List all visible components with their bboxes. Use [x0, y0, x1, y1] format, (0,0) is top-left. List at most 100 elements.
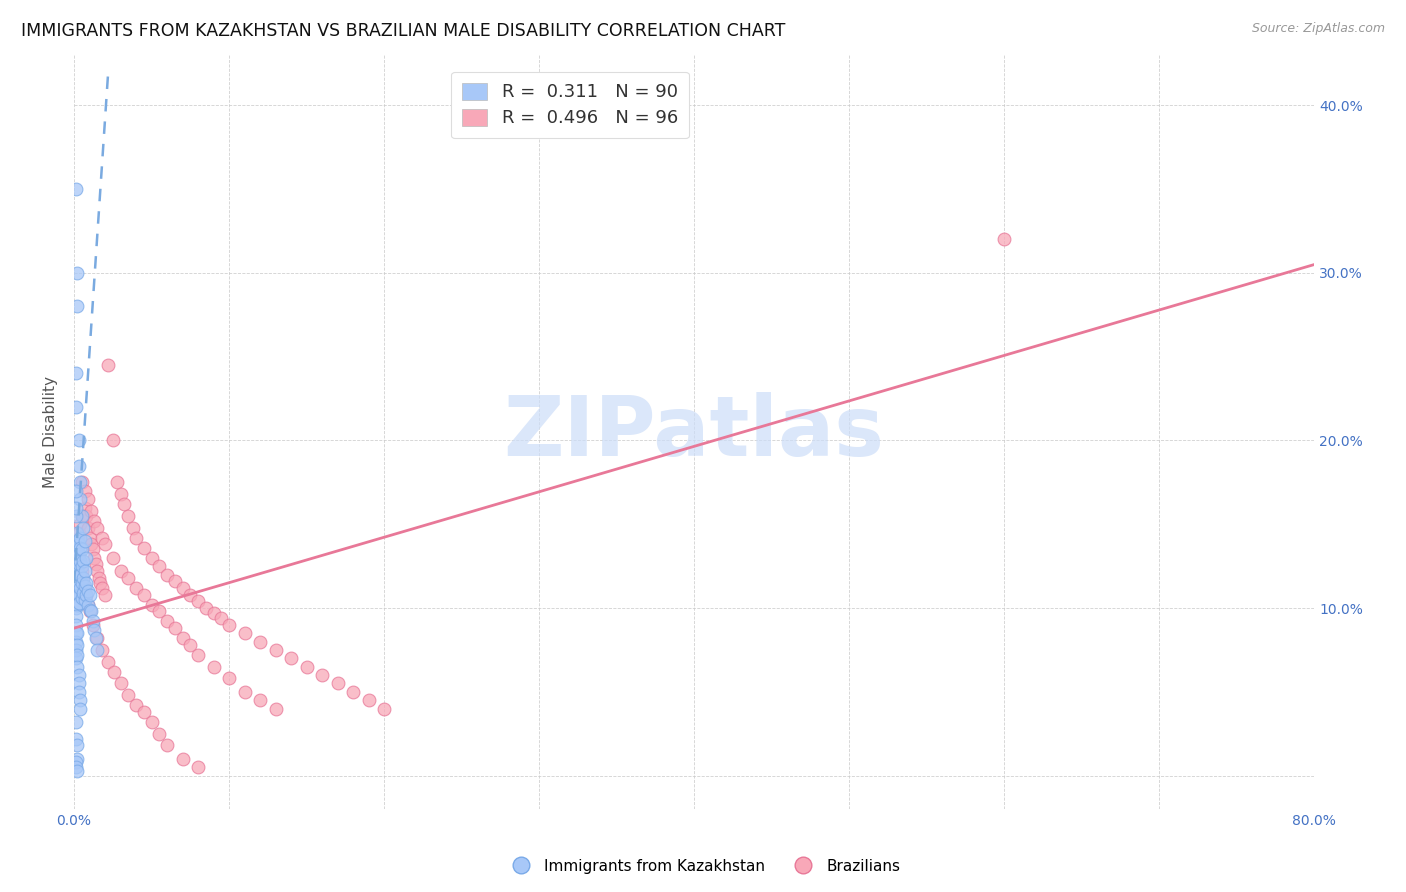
Point — [69, 701, 91, 715]
Point — [65, 559, 87, 574]
Point — [67, 458, 90, 473]
Point — [79, 604, 101, 618]
Point — [67, 588, 90, 602]
Point — [66, 598, 89, 612]
Point — [69, 541, 91, 555]
Point — [80, 604, 103, 618]
Point — [65, 483, 87, 498]
Point — [172, 752, 194, 766]
Legend: Immigrants from Kazakhstan, Brazilians: Immigrants from Kazakhstan, Brazilians — [499, 853, 907, 880]
Point — [65, 626, 87, 640]
Point — [66, 554, 89, 568]
Point — [87, 571, 110, 585]
Point — [117, 688, 139, 702]
Point — [65, 601, 87, 615]
Text: Source: ZipAtlas.com: Source: ZipAtlas.com — [1251, 22, 1385, 36]
Point — [82, 617, 104, 632]
Point — [69, 554, 91, 568]
Point — [132, 705, 155, 719]
Point — [117, 571, 139, 585]
Point — [295, 659, 318, 673]
Point — [76, 550, 98, 565]
Point — [156, 739, 179, 753]
Point — [94, 588, 117, 602]
Point — [67, 537, 90, 551]
Point — [66, 739, 89, 753]
Point — [67, 577, 90, 591]
Point — [67, 525, 90, 540]
Point — [125, 531, 148, 545]
Point — [97, 655, 120, 669]
Point — [264, 701, 287, 715]
Point — [70, 591, 93, 605]
Point — [65, 643, 87, 657]
Point — [172, 631, 194, 645]
Point — [66, 648, 89, 662]
Point — [993, 232, 1015, 246]
Point — [202, 659, 225, 673]
Point — [80, 537, 103, 551]
Point — [66, 571, 89, 585]
Point — [326, 676, 349, 690]
Y-axis label: Male Disability: Male Disability — [44, 376, 58, 488]
Point — [187, 594, 209, 608]
Point — [84, 631, 107, 645]
Point — [65, 575, 87, 590]
Point — [70, 508, 93, 523]
Point — [69, 517, 91, 532]
Point — [65, 609, 87, 624]
Point — [187, 648, 209, 662]
Point — [73, 579, 96, 593]
Point — [122, 520, 145, 534]
Point — [66, 542, 89, 557]
Point — [72, 520, 94, 534]
Point — [69, 554, 91, 568]
Point — [101, 434, 124, 448]
Point — [73, 483, 96, 498]
Point — [65, 634, 87, 648]
Point — [94, 537, 117, 551]
Point — [73, 592, 96, 607]
Point — [73, 500, 96, 515]
Point — [91, 531, 114, 545]
Point — [65, 400, 87, 414]
Point — [79, 603, 101, 617]
Point — [209, 611, 232, 625]
Point — [83, 550, 105, 565]
Point — [82, 615, 104, 629]
Point — [70, 475, 93, 490]
Point — [70, 564, 93, 578]
Point — [73, 534, 96, 549]
Point — [65, 500, 87, 515]
Point — [67, 676, 90, 690]
Point — [179, 638, 201, 652]
Point — [66, 534, 89, 549]
Point — [69, 475, 91, 490]
Point — [86, 520, 108, 534]
Point — [77, 520, 100, 534]
Point — [110, 676, 132, 690]
Point — [202, 606, 225, 620]
Point — [179, 588, 201, 602]
Point — [66, 626, 89, 640]
Point — [65, 755, 87, 769]
Point — [148, 559, 170, 574]
Point — [67, 567, 90, 582]
Point — [132, 541, 155, 555]
Point — [233, 626, 256, 640]
Point — [233, 685, 256, 699]
Point — [65, 584, 87, 599]
Point — [357, 693, 380, 707]
Point — [84, 558, 107, 572]
Legend: R =  0.311   N = 90, R =  0.496   N = 96: R = 0.311 N = 90, R = 0.496 N = 96 — [451, 71, 689, 138]
Point — [76, 575, 98, 590]
Point — [86, 631, 108, 645]
Point — [72, 571, 94, 585]
Point — [80, 504, 103, 518]
Point — [70, 575, 93, 590]
Point — [73, 581, 96, 595]
Point — [141, 714, 163, 729]
Point — [249, 693, 271, 707]
Point — [65, 731, 87, 746]
Point — [163, 574, 186, 589]
